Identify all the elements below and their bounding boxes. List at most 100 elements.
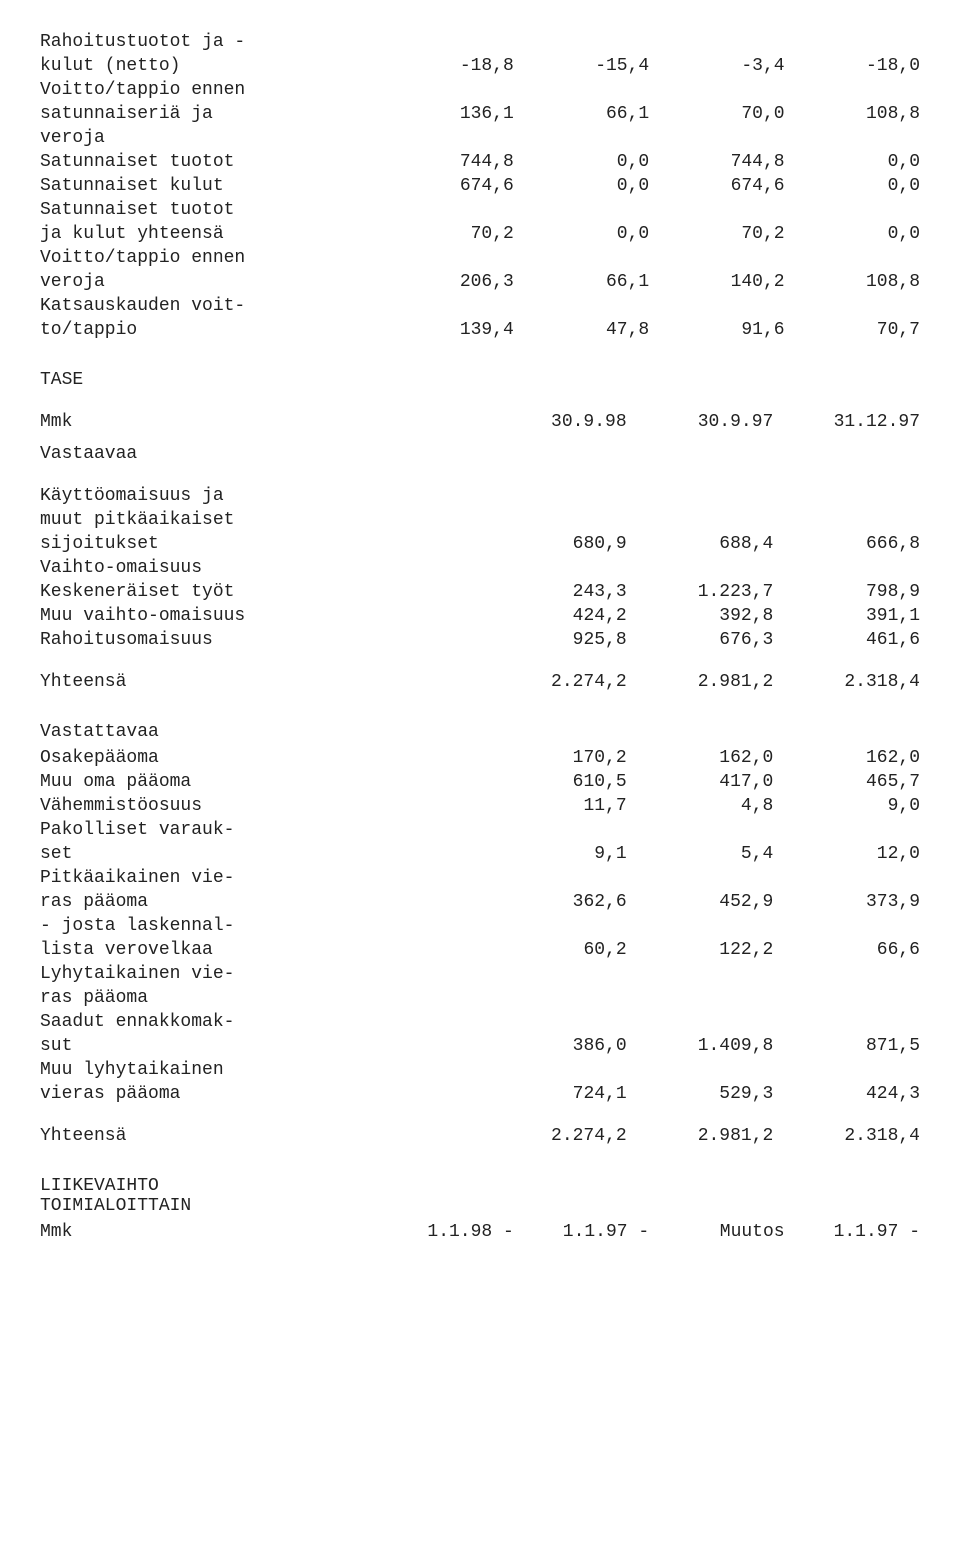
assets-total-label: Yhteensä <box>40 670 480 694</box>
row-value <box>480 962 627 986</box>
row-value <box>480 484 627 508</box>
row-value: 108,8 <box>785 102 920 126</box>
liab-total-c1: 2.274,2 <box>480 1124 627 1148</box>
row-label: Keskeneräiset työt <box>40 580 480 604</box>
row-value: 140,2 <box>649 270 784 294</box>
row-value <box>480 556 627 580</box>
row-label: Muu lyhytaikainen <box>40 1058 480 1082</box>
col-date-1: 30.9.98 <box>480 410 627 434</box>
row-value: 206,3 <box>378 270 513 294</box>
row-value <box>785 198 920 222</box>
row-value <box>773 1010 920 1034</box>
liabilities-title: Vastattavaa <box>40 722 920 742</box>
row-label: Saadut ennakkomak- <box>40 1010 480 1034</box>
row-value: 676,3 <box>627 628 774 652</box>
row-value <box>627 1010 774 1034</box>
row-value <box>514 126 649 150</box>
balance-title: TASE <box>40 370 920 390</box>
row-label: Pitkäaikainen vie- <box>40 866 480 890</box>
row-value: 424,2 <box>480 604 627 628</box>
row-value: 744,8 <box>649 150 784 174</box>
row-value: 871,5 <box>773 1034 920 1058</box>
liab-total-label: Yhteensä <box>40 1124 480 1148</box>
row-label: ras pääoma <box>40 986 480 1010</box>
row-label: vieras pääoma <box>40 1082 480 1106</box>
row-value: 66,6 <box>773 938 920 962</box>
row-label: Voitto/tappio ennen <box>40 78 378 102</box>
row-value <box>480 1058 627 1082</box>
revenue-title-l2: TOIMIALOITTAIN <box>40 1196 920 1216</box>
row-label: muut pitkäaikaiset <box>40 508 480 532</box>
row-value <box>773 508 920 532</box>
revenue-col-2: 1.1.97 - <box>514 1220 649 1244</box>
row-value: 0,0 <box>785 174 920 198</box>
assets-total-c1: 2.274,2 <box>480 670 627 694</box>
row-value: 91,6 <box>649 318 784 342</box>
row-value <box>480 866 627 890</box>
row-value: 4,8 <box>627 794 774 818</box>
row-value: 170,2 <box>480 746 627 770</box>
row-value: 0,0 <box>785 222 920 246</box>
row-value: 11,7 <box>480 794 627 818</box>
row-label: Voitto/tappio ennen <box>40 246 378 270</box>
row-label: sut <box>40 1034 480 1058</box>
row-value <box>627 484 774 508</box>
row-value <box>627 508 774 532</box>
row-value: 798,9 <box>773 580 920 604</box>
row-value: 392,8 <box>627 604 774 628</box>
row-value: 162,0 <box>773 746 920 770</box>
row-value <box>514 294 649 318</box>
row-label: to/tappio <box>40 318 378 342</box>
row-value <box>378 198 513 222</box>
row-value: 47,8 <box>514 318 649 342</box>
row-value: -18,8 <box>378 54 513 78</box>
row-value <box>378 78 513 102</box>
row-value: 0,0 <box>514 222 649 246</box>
assets-total-c2: 2.981,2 <box>627 670 774 694</box>
row-value: 529,3 <box>627 1082 774 1106</box>
row-value <box>649 126 784 150</box>
row-value: 666,8 <box>773 532 920 556</box>
liabilities-section: Vastattavaa Osakepääoma170,2162,0162,0Mu… <box>40 722 920 1148</box>
row-value: 1.409,8 <box>627 1034 774 1058</box>
assets-total-c3: 2.318,4 <box>773 670 920 694</box>
row-value <box>627 866 774 890</box>
row-value <box>649 294 784 318</box>
row-label: set <box>40 842 480 866</box>
income-section: Rahoitustuotot ja -kulut (netto)-18,8-15… <box>40 30 920 342</box>
row-value <box>773 484 920 508</box>
row-value <box>627 914 774 938</box>
col-date-2: 30.9.97 <box>627 410 774 434</box>
row-value: 452,9 <box>627 890 774 914</box>
row-value: 139,4 <box>378 318 513 342</box>
row-value: 465,7 <box>773 770 920 794</box>
row-value <box>627 986 774 1010</box>
row-value <box>378 126 513 150</box>
mmk-label: Mmk <box>40 410 480 434</box>
row-value <box>785 30 920 54</box>
row-label: kulut (netto) <box>40 54 378 78</box>
row-value <box>627 962 774 986</box>
row-value <box>785 246 920 270</box>
row-label: Pakolliset varauk- <box>40 818 480 842</box>
row-value: 108,8 <box>785 270 920 294</box>
row-value: -18,0 <box>785 54 920 78</box>
liab-total-c2: 2.981,2 <box>627 1124 774 1148</box>
balance-header-table: Mmk 30.9.98 30.9.97 31.12.97 <box>40 410 920 434</box>
row-value <box>480 1010 627 1034</box>
row-value: 136,1 <box>378 102 513 126</box>
row-label: Vähemmistöosuus <box>40 794 480 818</box>
row-value <box>378 246 513 270</box>
row-value: 70,2 <box>378 222 513 246</box>
row-value <box>480 508 627 532</box>
balance-section: TASE Mmk 30.9.98 30.9.97 31.12.97 Vastaa… <box>40 370 920 694</box>
row-value <box>773 818 920 842</box>
row-value: 688,4 <box>627 532 774 556</box>
liabilities-total-table: Yhteensä 2.274,2 2.981,2 2.318,4 <box>40 1124 920 1148</box>
income-table: Rahoitustuotot ja -kulut (netto)-18,8-15… <box>40 30 920 342</box>
row-value: -15,4 <box>514 54 649 78</box>
row-value <box>514 246 649 270</box>
row-label: Satunnaiset tuotot <box>40 150 378 174</box>
row-value <box>514 198 649 222</box>
row-value <box>514 78 649 102</box>
